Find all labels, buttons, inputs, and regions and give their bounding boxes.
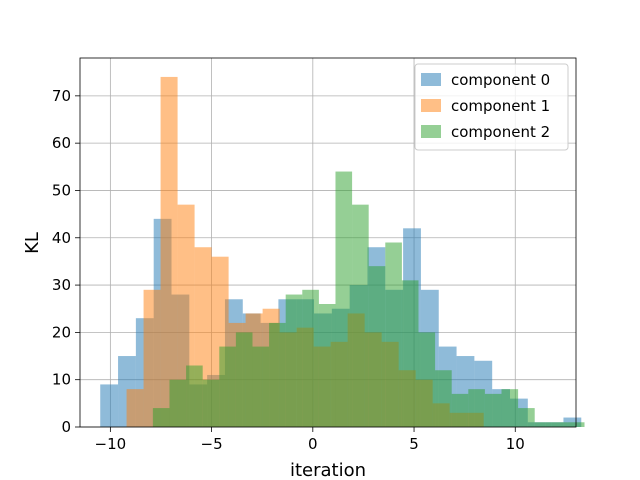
bar-series-2 bbox=[202, 379, 220, 427]
x-tick-label: 0 bbox=[308, 435, 318, 453]
bar-series-2 bbox=[152, 408, 170, 427]
bar-series-2 bbox=[368, 266, 386, 427]
bar-series-0 bbox=[100, 384, 119, 427]
y-axis-label: KL bbox=[22, 232, 43, 254]
bar-series-1 bbox=[160, 76, 178, 427]
bar-series-2 bbox=[235, 332, 253, 427]
y-tick-label: 50 bbox=[52, 181, 71, 199]
bar-series-2 bbox=[318, 304, 336, 427]
bar-series-1 bbox=[143, 289, 161, 427]
bar-series-1 bbox=[126, 389, 144, 427]
bar-series-2 bbox=[518, 408, 535, 427]
x-tick-label: −5 bbox=[201, 435, 223, 453]
bar-series-2 bbox=[269, 322, 286, 427]
y-tick-label: 40 bbox=[52, 229, 71, 247]
bar-series-2 bbox=[435, 370, 452, 427]
legend-swatch-2 bbox=[421, 125, 441, 138]
histogram-bars bbox=[100, 76, 585, 427]
y-tick-label: 20 bbox=[52, 323, 71, 341]
bar-series-2 bbox=[335, 171, 353, 427]
x-axis-label: iteration bbox=[290, 460, 366, 480]
bar-series-2 bbox=[352, 204, 369, 427]
x-tick-label: 5 bbox=[409, 435, 419, 453]
legend: component 0 component 1 component 2 bbox=[414, 63, 569, 151]
bar-series-2 bbox=[418, 332, 436, 427]
y-tick-label: 10 bbox=[52, 371, 71, 389]
legend-label-0: component 0 bbox=[451, 71, 550, 89]
x-tick-label: −10 bbox=[95, 435, 127, 453]
x-tick-label: 10 bbox=[506, 435, 525, 453]
bar-series-2 bbox=[385, 242, 402, 427]
bar-series-2 bbox=[252, 346, 270, 427]
bar-series-2 bbox=[551, 422, 568, 427]
y-tick-label: 70 bbox=[52, 87, 71, 105]
bar-series-2 bbox=[285, 294, 303, 427]
legend-box bbox=[414, 63, 569, 151]
bar-series-2 bbox=[451, 393, 469, 427]
bar-series-2 bbox=[169, 379, 187, 427]
legend-label-1: component 1 bbox=[451, 97, 550, 115]
bar-series-2 bbox=[219, 346, 236, 427]
legend-swatch-1 bbox=[421, 99, 441, 112]
legend-swatch-0 bbox=[421, 73, 441, 86]
bar-series-2 bbox=[401, 280, 419, 427]
axis-ticks: −10 −5 0 5 10 0 10 20 30 40 50 60 70 bbox=[52, 87, 525, 453]
bar-series-2 bbox=[468, 389, 485, 427]
y-tick-label: 0 bbox=[61, 418, 71, 436]
y-tick-label: 30 bbox=[52, 276, 71, 294]
bar-series-2 bbox=[186, 365, 203, 427]
bar-series-2 bbox=[484, 393, 502, 427]
y-tick-label: 60 bbox=[52, 134, 71, 152]
plot-frame bbox=[79, 57, 577, 428]
bar-series-2 bbox=[302, 289, 319, 427]
bar-series-2 bbox=[501, 389, 519, 427]
legend-label-2: component 2 bbox=[451, 123, 550, 141]
bar-series-2 bbox=[534, 422, 552, 427]
